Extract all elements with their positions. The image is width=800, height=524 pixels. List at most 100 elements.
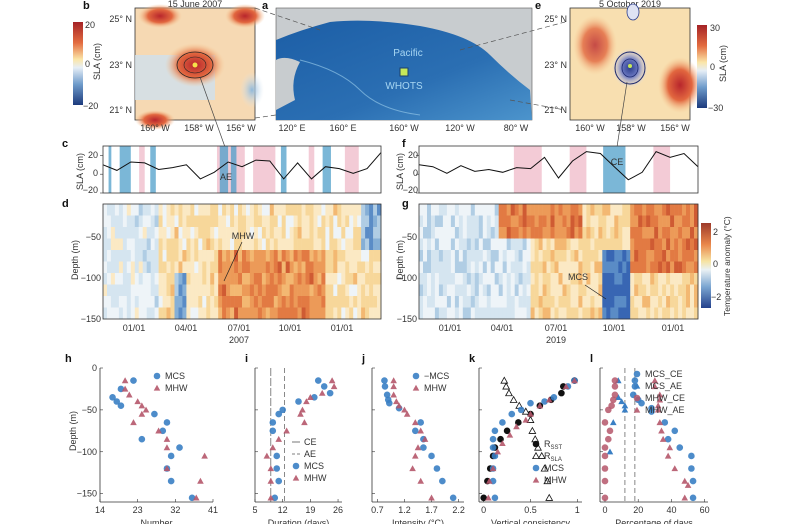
- mcs-point: [433, 465, 441, 472]
- heat-cell: [654, 296, 659, 308]
- heat-cell: [218, 261, 223, 274]
- heat-cell: [150, 284, 155, 297]
- heat-cell: [526, 204, 531, 216]
- rsla-point: [537, 451, 546, 459]
- heat-cell: [666, 296, 671, 308]
- mcs-point: [638, 399, 645, 407]
- heat-cell: [646, 204, 651, 216]
- heat-cell: [317, 307, 322, 320]
- heat-cell: [622, 238, 627, 251]
- mhw-ce-point: [633, 394, 641, 402]
- mhw-point: [201, 452, 208, 459]
- panel-e: e 5 October 2019 30 0 −30 SLA (cm) 25° N…: [535, 0, 728, 148]
- heat-cell: [518, 204, 523, 216]
- heat-cell: [474, 227, 480, 239]
- heat-cell: [530, 204, 535, 216]
- heat-cell: [530, 227, 535, 239]
- mhw-point: [163, 444, 171, 451]
- xtick-g: 04/01: [491, 323, 514, 333]
- heat-cell: [122, 215, 128, 228]
- mcs-point: [109, 394, 116, 401]
- heat-cell: [618, 284, 623, 297]
- mhw-point: [417, 477, 425, 484]
- heat-cell: [377, 284, 382, 297]
- heat-cell: [614, 238, 619, 251]
- heat-cell: [277, 261, 282, 274]
- heat-cell: [610, 284, 615, 297]
- heat-cell: [498, 284, 503, 297]
- heat-cell: [138, 215, 143, 228]
- panel-d: d Depth (m) −50 −100 −150 01/01 04/01 07…: [62, 198, 382, 345]
- heat-cell: [162, 296, 167, 308]
- mcs-ae-point: [606, 448, 614, 455]
- heat-cell: [138, 307, 143, 320]
- xtick-label: 1.7: [425, 505, 438, 515]
- heat-cell: [570, 238, 575, 251]
- heat-cell: [134, 250, 140, 262]
- heat-cell: [682, 307, 687, 320]
- heat-cell: [618, 261, 623, 274]
- heat-cell: [190, 250, 195, 262]
- heat-cell: [122, 204, 128, 216]
- heat-cell: [325, 307, 330, 320]
- heat-cell: [486, 215, 492, 228]
- heat-cell: [486, 204, 492, 216]
- heat-cell: [249, 307, 255, 320]
- heat-cell: [570, 284, 575, 297]
- heat-cell: [630, 215, 635, 228]
- heat-cell: [450, 273, 456, 285]
- heat-cell: [134, 261, 140, 274]
- mhw-point: [318, 389, 326, 396]
- heat-cell: [373, 215, 378, 228]
- heat-cell: [438, 204, 444, 216]
- heat-cell: [186, 296, 191, 308]
- mhw-point: [656, 419, 664, 426]
- heat-cell: [690, 284, 695, 297]
- colorbar-e: [697, 25, 707, 108]
- heat-cell: [438, 215, 444, 228]
- mhw-point: [513, 423, 520, 430]
- heat-cell: [686, 204, 691, 216]
- heat-cell: [206, 307, 211, 320]
- heat-cell: [578, 204, 583, 216]
- mhw-point: [395, 402, 403, 409]
- heat-cell: [638, 261, 643, 274]
- heat-cell: [538, 296, 543, 308]
- heat-cell: [198, 273, 203, 285]
- heat-cell: [654, 215, 659, 228]
- heat-cell: [305, 261, 310, 274]
- mhw-point: [532, 476, 540, 483]
- heat-cell: [277, 227, 282, 239]
- heat-cell: [542, 238, 547, 251]
- heat-cell: [202, 273, 207, 285]
- heat-cell: [419, 215, 424, 228]
- heat-cell: [606, 307, 611, 320]
- heat-cell: [158, 307, 163, 320]
- heat-cell: [154, 284, 159, 297]
- heat-cell: [602, 227, 607, 239]
- heat-cell: [261, 227, 267, 239]
- heat-cell: [174, 296, 179, 308]
- xtick-label: 1.2: [398, 505, 411, 515]
- heat-cell: [610, 307, 615, 320]
- heat-cell: [297, 204, 302, 216]
- heat-cell: [377, 273, 382, 285]
- mhw-point: [134, 398, 141, 405]
- heat-cell: [550, 250, 555, 262]
- heat-cell: [190, 296, 195, 308]
- heat-cell: [246, 296, 251, 308]
- heat-cell: [329, 204, 334, 216]
- heat-cell: [357, 204, 362, 216]
- heat-cell: [502, 250, 507, 262]
- mhw-point: [656, 391, 664, 398]
- heat-cell: [510, 273, 515, 285]
- heat-cell: [582, 307, 587, 320]
- heat-cell: [186, 204, 191, 216]
- heat-cell: [313, 296, 318, 308]
- heat-cell: [345, 227, 350, 239]
- colorbar-b-label: SLA (cm): [92, 43, 102, 80]
- ae-band: [139, 146, 145, 193]
- heat-cell: [246, 238, 251, 251]
- heat-cell: [694, 238, 699, 251]
- heat-cell: [494, 273, 499, 285]
